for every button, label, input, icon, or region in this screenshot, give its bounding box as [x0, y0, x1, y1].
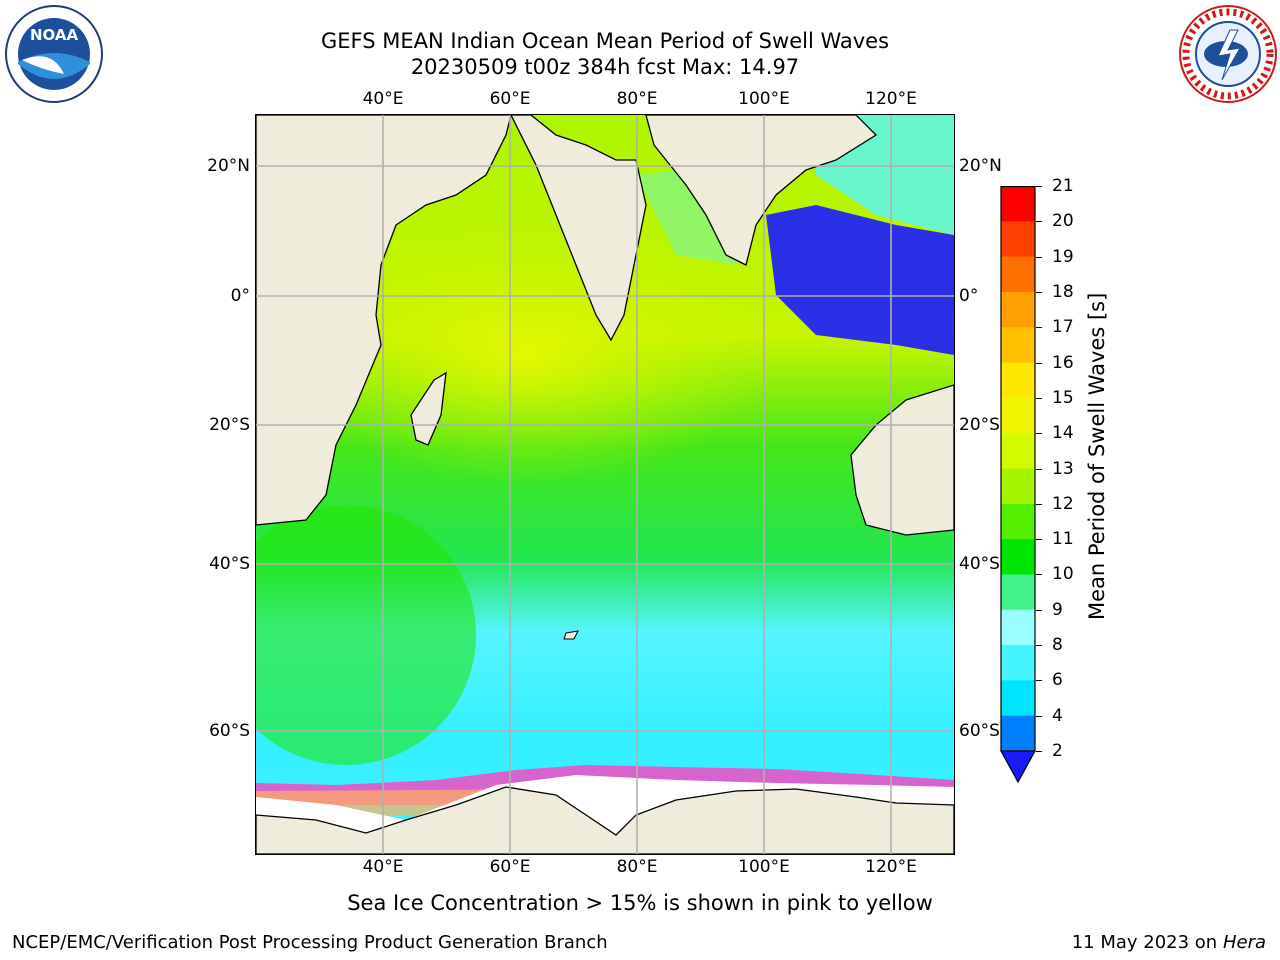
lon-tick-bottom-100e: 100°E — [738, 857, 790, 877]
colorbar-tick-mark — [1036, 362, 1042, 364]
colorbar-tick-label: 2 — [1052, 741, 1063, 761]
lon-tick-top-100e: 100°E — [738, 89, 790, 109]
colorbar-tick-label: 6 — [1052, 670, 1063, 691]
lat-tick-right-20s: 20°S — [959, 415, 1000, 435]
lat-tick-right-60s: 60°S — [959, 721, 1000, 741]
colorbar-tick-mark — [1036, 715, 1042, 717]
colorbar-label: Mean Period of Swell Waves [s] — [1085, 292, 1109, 620]
colorbar-extend-arrow — [999, 750, 1037, 784]
colorbar-tick-label: 18 — [1052, 281, 1074, 302]
colorbar-swatch — [1001, 645, 1035, 681]
colorbar-swatch — [1001, 433, 1035, 469]
lat-tick-left-40s: 40°S — [209, 554, 250, 574]
lon-tick-bottom-80e: 80°E — [616, 857, 658, 877]
colorbar-swatch — [1001, 362, 1035, 399]
colorbar-swatch — [1001, 256, 1035, 293]
sea-ice-note-text: Sea Ice Concentration > 15% is shown in … — [347, 891, 933, 915]
land-africa-arabia — [255, 114, 512, 526]
lon-tick-bottom-40e: 40°E — [362, 857, 404, 877]
chart-title: GEFS MEAN Indian Ocean Mean Period of Sw… — [320, 29, 890, 53]
colorbar-swatch — [1001, 468, 1035, 505]
colorbar-tick-mark — [1036, 645, 1042, 647]
lon-tick-bottom-120e: 120°E — [865, 857, 917, 877]
colorbar-swatch — [1001, 539, 1035, 575]
colorbar-swatch — [1001, 503, 1035, 540]
colorbar-tick-label: 11 — [1052, 529, 1074, 550]
colorbar-swatch — [1001, 397, 1035, 434]
low-period-zone — [766, 205, 954, 355]
colorbar-tick-mark — [1036, 539, 1042, 541]
lat-tick-left-60s: 60°S — [209, 721, 250, 741]
chart-subtitle: 20230509 t00z 384h fcst Max: 14.97 — [410, 55, 800, 79]
colorbar-swatch — [1001, 327, 1035, 364]
colorbar-border — [1000, 186, 1036, 752]
footer-credit: NCEP/EMC/Verification Post Processing Pr… — [12, 932, 608, 953]
map-panel — [216, 114, 955, 855]
colorbar-tick-mark — [1036, 609, 1042, 611]
lon-tick-top-80e: 80°E — [616, 89, 658, 109]
land-madagascar — [410, 371, 447, 446]
colorbar-swatch — [1001, 715, 1035, 752]
land-india — [509, 114, 647, 342]
colorbar-tick-label: 14 — [1052, 423, 1074, 444]
sea-ice-note: Sea Ice Concentration > 15% is shown in … — [0, 891, 1280, 915]
land-se-asia — [645, 114, 878, 266]
colorbar-tick-mark — [1036, 503, 1042, 505]
colorbar-tick-mark — [1036, 574, 1042, 576]
colorbar-tick-label: 20 — [1052, 211, 1074, 232]
lon-tick-top-60e: 60°E — [489, 89, 531, 109]
lon-tick-top-120e: 120°E — [865, 89, 917, 109]
colorbar-tick-mark — [1036, 327, 1042, 329]
green-band-west — [216, 505, 476, 765]
colorbar-tick-label: 15 — [1052, 387, 1074, 408]
colorbar-tick-mark — [1036, 186, 1042, 187]
colorbar — [999, 186, 1037, 784]
colorbar-tick-mark — [1036, 433, 1042, 435]
colorbar-tick-mark — [1036, 468, 1042, 470]
colorbar-tick-mark — [1036, 751, 1042, 752]
lon-tick-top-40e: 40°E — [362, 89, 404, 109]
footer-timestamp: 11 May 2023 on Hera — [1072, 932, 1266, 953]
land-kerguelen — [563, 630, 579, 640]
lat-tick-right-20n: 20°N — [959, 156, 1002, 176]
colorbar-tick-label: 8 — [1052, 635, 1063, 656]
svg-text:NOAA: NOAA — [30, 26, 79, 44]
colorbar-swatch — [1001, 680, 1035, 717]
colorbar-tick-mark — [1036, 291, 1042, 293]
land-australia — [850, 384, 955, 536]
colorbar-swatch — [1001, 186, 1035, 222]
colorbar-tick-label: 17 — [1052, 317, 1074, 338]
footer-date: 11 May 2023 on — [1071, 932, 1218, 953]
colorbar-tick-label: 19 — [1052, 246, 1074, 267]
ocean-map — [216, 114, 955, 855]
colorbar-swatch — [1001, 291, 1035, 328]
colorbar-swatch — [1001, 609, 1035, 646]
colorbar-tick-mark — [1036, 397, 1042, 399]
colorbar-swatches — [999, 186, 1037, 784]
colorbar-tick-label: 21 — [1052, 176, 1074, 196]
lat-tick-left-0: 0° — [230, 286, 250, 306]
colorbar-tick-label: 16 — [1052, 352, 1074, 373]
colorbar-tick-label: 12 — [1052, 493, 1074, 514]
colorbar-swatch — [1001, 574, 1035, 611]
colorbar-tick-label: 10 — [1052, 564, 1074, 585]
lon-tick-bottom-60e: 60°E — [489, 857, 531, 877]
lat-tick-right-40s: 40°S — [959, 554, 1000, 574]
footer-host: Hera — [1222, 932, 1266, 953]
nws-logo — [1178, 4, 1278, 104]
colorbar-tick-mark — [1036, 680, 1042, 682]
noaa-logo: NOAA — [4, 4, 104, 104]
lat-tick-left-20n: 20°N — [207, 156, 250, 176]
colorbar-tick-mark — [1036, 221, 1042, 223]
colorbar-tick-mark — [1036, 256, 1042, 258]
colorbar-tick-label: 13 — [1052, 458, 1074, 479]
high-period-zone — [276, 225, 776, 485]
lat-tick-right-0: 0° — [959, 286, 979, 306]
graticule — [256, 115, 954, 854]
colorbar-swatch — [1001, 221, 1035, 258]
colorbar-tick-label: 4 — [1052, 705, 1063, 726]
colorbar-tick-label: 9 — [1052, 599, 1063, 620]
lat-tick-left-20s: 20°S — [209, 415, 250, 435]
